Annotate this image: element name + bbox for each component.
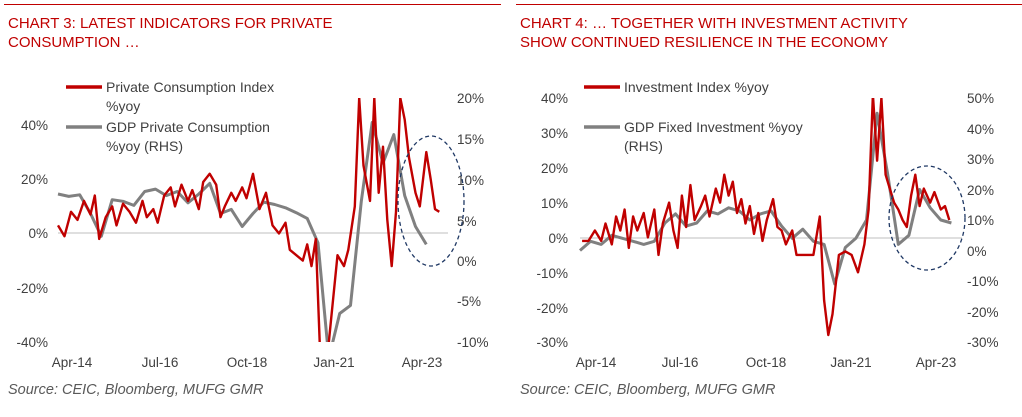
series-line-lhs — [582, 98, 951, 337]
source-note: Source: CEIC, Bloomberg, MUFG GMR — [8, 382, 264, 398]
x-axis-tick-label: Jan-21 — [830, 355, 871, 370]
left-axis-tick-label: -10% — [536, 266, 568, 281]
chart-title-line-1: CHART 3: LATEST INDICATORS FOR PRIVATE — [8, 15, 333, 32]
left-axis-tick-label: -20% — [536, 301, 568, 316]
left-axis-tick-label: 40% — [541, 91, 568, 106]
right-axis-tick-label: -10% — [457, 335, 489, 350]
x-axis-tick-label: Apr-14 — [52, 355, 93, 370]
right-axis-tick-label: 40% — [967, 122, 994, 137]
left-axis-tick-label: -30% — [536, 335, 568, 350]
legend-label: %yoy — [106, 98, 140, 114]
legend-label: (RHS) — [624, 138, 663, 154]
chart-title-line-2: SHOW CONTINUED RESILIENCE IN THE ECONOMY — [520, 34, 889, 51]
right-axis-tick-label: 10% — [967, 213, 994, 228]
chart-title: CHART 4: … TOGETHER WITH INVESTMENT ACTI… — [520, 14, 908, 52]
left-axis-tick-label: 20% — [21, 172, 48, 187]
right-axis-tick-label: 15% — [457, 132, 484, 147]
chart-title: CHART 3: LATEST INDICATORS FOR PRIVATE C… — [8, 14, 333, 52]
x-axis-tick-label: Jul-16 — [662, 355, 699, 370]
right-axis-tick-label: 10% — [457, 173, 484, 188]
right-axis-tick-label: 50% — [967, 91, 994, 106]
source-note: Source: CEIC, Bloomberg, MUFG GMR — [520, 382, 776, 398]
x-axis-tick-label: Jan-21 — [313, 355, 354, 370]
left-axis-tick-label: 30% — [541, 126, 568, 141]
chart-3-panel: CHART 3: LATEST INDICATORS FOR PRIVATE C… — [0, 0, 505, 417]
right-axis-tick-label: 5% — [457, 214, 477, 229]
highlight-ellipse — [397, 135, 465, 267]
right-axis-tick-label: 0% — [457, 254, 477, 269]
right-axis-tick-label: 20% — [457, 91, 484, 106]
chart-4-panel: CHART 4: … TOGETHER WITH INVESTMENT ACTI… — [512, 0, 1022, 417]
legend-label: %yoy (RHS) — [106, 138, 183, 154]
x-axis-tick-label: Jul-16 — [142, 355, 179, 370]
chart-4-plot: 40% 30% 20% 10% 0% -10% -20% -30% 50% 40% 30% 20% 10… — [536, 79, 999, 370]
right-axis-tick-label: -10% — [967, 274, 999, 289]
legend-label: GDP Fixed Investment %yoy — [624, 119, 803, 135]
left-axis-tick-label: 40% — [21, 118, 48, 133]
left-axis-tick-label: 20% — [541, 161, 568, 176]
chart-title-line-2: CONSUMPTION … — [8, 34, 140, 51]
chart-3-plot: 40% 20% 0% -20% -40% 20% 15% 10% 5% 0% -5% -10% Apr-… — [16, 79, 489, 370]
right-axis-tick-label: 20% — [967, 183, 994, 198]
right-axis-tick-label: -5% — [457, 294, 481, 309]
right-axis-tick-label: 0% — [967, 244, 987, 259]
right-axis-tick-label: -20% — [967, 305, 999, 320]
title-rule — [4, 4, 501, 5]
x-axis-tick-label: Oct-18 — [227, 355, 268, 370]
highlight-ellipse — [888, 165, 966, 271]
series-line-lhs — [56, 98, 440, 342]
left-axis-tick-label: -20% — [16, 281, 48, 296]
x-axis-tick-label: Oct-18 — [746, 355, 787, 370]
legend-label: GDP Private Consumption — [106, 119, 270, 135]
x-axis-tick-label: Apr-14 — [576, 355, 617, 370]
right-axis-tick-label: -30% — [967, 335, 999, 350]
x-axis-tick-label: Apr-23 — [916, 355, 957, 370]
title-rule — [516, 4, 1022, 5]
x-axis-tick-label: Apr-23 — [402, 355, 443, 370]
chart-title-line-1: CHART 4: … TOGETHER WITH INVESTMENT ACTI… — [520, 15, 908, 32]
left-axis-tick-label: 0% — [28, 226, 48, 241]
legend-label: Private Consumption Index — [106, 79, 274, 95]
right-axis-tick-label: 30% — [967, 152, 994, 167]
left-axis-tick-label: 10% — [541, 196, 568, 211]
left-axis-tick-label: -40% — [16, 335, 48, 350]
legend-label: Investment Index %yoy — [624, 79, 769, 95]
left-axis-tick-label: 0% — [548, 231, 568, 246]
